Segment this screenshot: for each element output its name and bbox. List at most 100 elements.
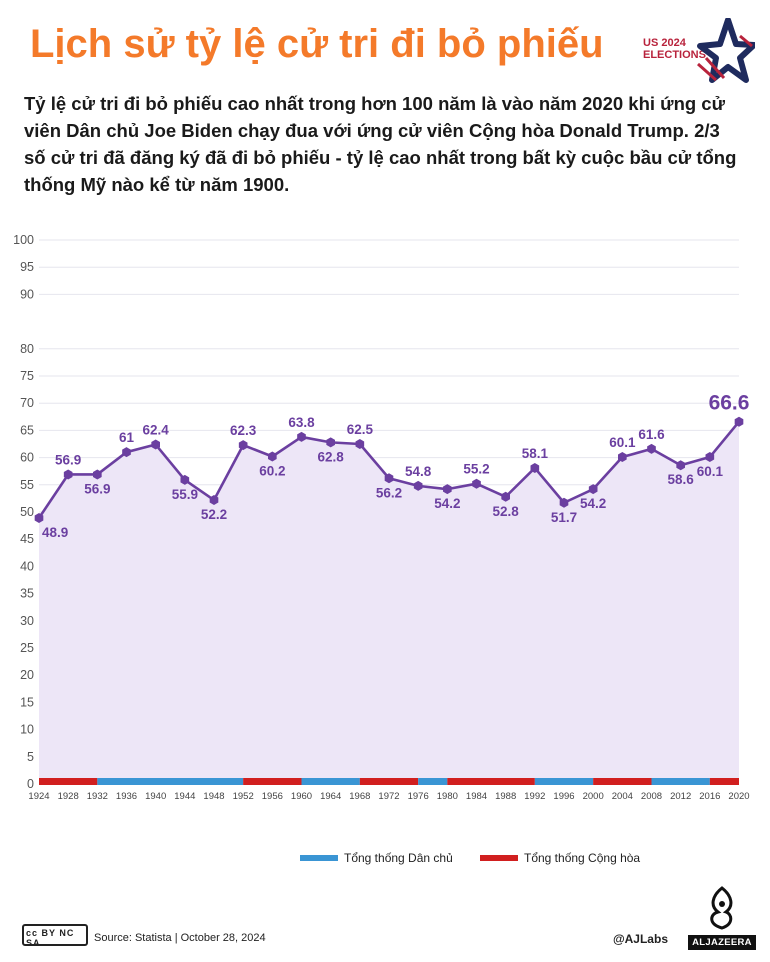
data-point-marker [209,495,219,506]
data-point-marker [63,469,73,480]
y-tick-label: 30 [20,614,34,628]
data-label: 48.9 [42,525,68,540]
logo-line1: US 2024 [643,37,686,49]
y-tick-label: 75 [20,369,34,383]
x-tick-label: 1984 [466,791,487,802]
data-point-marker [530,462,540,473]
area-fill [39,421,739,784]
x-tick-label: 2008 [641,791,662,802]
x-tick-label: 1964 [320,791,341,802]
x-tick-label: 1944 [174,791,195,802]
chart-subtitle: Tỷ lệ cử tri đi bỏ phiếu cao nhất trong … [24,93,737,195]
y-tick-label: 95 [20,260,34,274]
party-bar-segment-rep [243,778,302,785]
data-point-marker [122,447,131,458]
data-label: 55.2 [463,462,489,477]
x-tick-label: 1980 [437,791,458,802]
y-tick-label: 5 [27,750,34,764]
data-label: 55.9 [172,487,198,502]
y-tick-label: 10 [20,723,34,737]
data-label: 54.8 [405,464,432,479]
source-text: Source: Statista | October 28, 2024 [94,932,266,944]
data-point-marker [734,416,744,427]
data-point-marker [180,474,190,485]
y-tick-label: 15 [20,695,34,709]
x-tick-label: 1960 [291,791,312,802]
y-tick-label: 25 [20,641,34,655]
data-label: 54.2 [434,496,460,511]
cc-license-badge: cc BY NC SA [22,924,88,948]
data-point-marker [472,478,481,489]
legend-democrat: Tổng thống Dân chủ [300,851,453,865]
x-tick-label: 1924 [28,791,49,802]
data-label: 66.6 [709,392,750,415]
x-tick-label: 2016 [699,791,720,802]
data-point-marker [501,491,510,502]
party-bar-segment-rep [447,778,535,785]
x-tick-label: 1968 [349,791,370,802]
party-bar-segment-dem [97,778,244,785]
data-point-marker [413,480,423,491]
legend-label-democrat: Tổng thống Dân chủ [344,851,453,865]
x-tick-label: 1992 [524,791,545,802]
party-bar-segment-rep [593,778,652,785]
data-label: 52.8 [493,504,520,519]
data-label: 51.7 [551,510,577,525]
y-tick-label: 70 [20,396,34,410]
y-tick-label: 65 [20,423,34,437]
data-point-marker [647,443,656,454]
y-tick-label: 80 [20,342,34,356]
legend-swatch-republican [480,855,518,861]
data-point-marker [384,473,394,484]
data-label: 61 [119,430,135,445]
y-tick-label: 90 [20,287,34,301]
data-point-marker [326,437,335,448]
data-label: 52.2 [201,507,227,522]
x-tick-label: 1936 [116,791,137,802]
x-tick-label: 1972 [378,791,399,802]
data-label: 56.9 [55,452,81,467]
footer: cc BY NC SA Source: Statista | October 2… [22,886,758,952]
y-tick-label: 55 [20,478,34,492]
aljazeera-logo: ALJAZEERA [688,884,756,950]
cc-license-text: cc BY NC SA [26,928,75,948]
data-point-marker [618,452,627,463]
x-tick-label: 2004 [612,791,633,802]
aljazeera-calligraphy-icon [710,886,733,930]
party-bar-segment-dem [651,778,710,785]
data-label: 60.1 [697,464,724,479]
y-tick-label: 0 [27,777,34,791]
x-tick-label: 1996 [553,791,574,802]
y-tick-label: 60 [20,451,34,465]
data-point-marker [151,439,160,450]
y-tick-label: 40 [20,559,34,573]
legend-swatch-democrat [300,855,338,861]
party-bar-segment-dem [418,778,448,785]
x-tick-label: 1928 [58,791,79,802]
data-label: 62.4 [143,423,170,438]
x-tick-label: 2012 [670,791,691,802]
x-tick-label: 2020 [728,791,749,802]
data-label: 62.3 [230,423,257,438]
data-point-marker [559,497,569,508]
data-label: 61.6 [638,427,665,442]
x-tick-label: 1956 [262,791,283,802]
logo-line2: ELECTIONS [643,49,706,61]
y-tick-label: 20 [20,668,34,682]
data-point-marker [297,431,306,442]
data-label: 58.6 [668,472,695,487]
turnout-line-chart: 0 5 10 15 20 25 30 35 40 45 50 55 60 65 70 75 80 90 95 100 4… [13,233,750,802]
aljazeera-wordmark: ALJAZEERA [688,935,756,950]
star-icon [697,18,755,83]
data-point-marker [676,460,685,471]
y-tick-label: 35 [20,587,34,601]
party-bar-segment-rep [709,778,739,785]
data-label: 60.2 [259,464,285,479]
page-title: Lịch sử tỷ lệ cử tri đi bỏ phiếu [30,22,604,66]
data-label: 56.9 [84,481,110,496]
x-tick-label: 1932 [87,791,108,802]
data-label: 54.2 [580,496,606,511]
legend-republican: Tổng thống Cộng hòa [480,851,640,865]
x-tick-label: 1988 [495,791,516,802]
data-label: 62.8 [318,449,345,464]
